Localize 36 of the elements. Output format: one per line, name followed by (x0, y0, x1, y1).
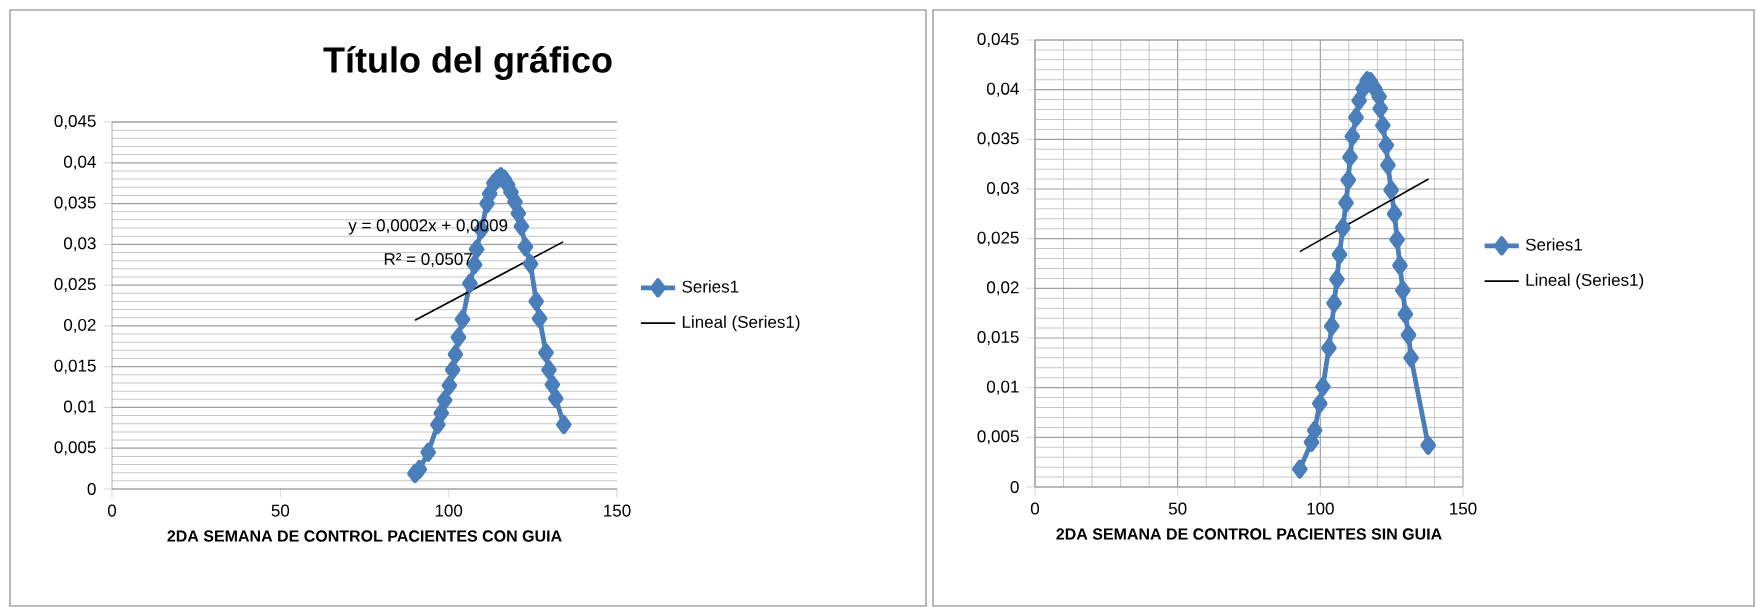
x-tick-label: 0 (107, 504, 117, 517)
x-axis-title: 2DA SEMANA DE CONTROL PACIENTES CON GUIA (167, 530, 562, 542)
y-tick-label: 0,025 (54, 278, 96, 293)
y-tick-label: 0,015 (54, 359, 96, 374)
x-tick-label: 50 (271, 504, 290, 517)
y-tick-label: 0,005 (977, 430, 1019, 445)
x-axis-title: 2DA SEMANA DE CONTROL PACIENTES SIN GUIA (1056, 528, 1442, 540)
legend-label: Lineal (Series1) (682, 315, 800, 332)
legend-label: Series1 (682, 280, 739, 293)
y-tick-label: 0,005 (54, 441, 96, 456)
legend-label: Series1 (1525, 238, 1582, 251)
x-tick-label: 150 (604, 504, 631, 517)
y-tick-label: 0,045 (54, 114, 96, 130)
y-tick-label: 0,035 (54, 196, 96, 211)
legend-label: Lineal (Series1) (1526, 273, 1644, 290)
y-tick-label: 0,035 (977, 132, 1019, 147)
chart-title: Título del gráfico (323, 45, 612, 81)
y-tick-label: 0,03 (63, 237, 96, 252)
x-tick-label: 100 (1307, 502, 1334, 515)
y-tick-label: 0,01 (63, 400, 96, 415)
y-tick-label: 0 (1010, 480, 1019, 493)
y-tick-label: 0,04 (986, 82, 1019, 97)
x-tick-label: 0 (1030, 502, 1040, 515)
annotation: R² = 0,0507 (384, 252, 472, 268)
x-tick-label: 150 (1450, 502, 1477, 515)
y-tick-label: 0,045 (977, 32, 1019, 48)
y-tick-label: 0,04 (63, 155, 96, 170)
y-tick-label: 0,02 (986, 281, 1019, 296)
x-tick-label: 50 (1168, 502, 1187, 515)
x-tick-label: 100 (435, 504, 463, 517)
y-tick-label: 0 (87, 482, 96, 496)
y-tick-label: 0,03 (986, 181, 1019, 197)
y-tick-label: 0,015 (977, 330, 1019, 346)
y-tick-label: 0,025 (977, 231, 1019, 246)
y-tick-label: 0,01 (986, 380, 1019, 395)
y-tick-label: 0,02 (63, 318, 96, 333)
